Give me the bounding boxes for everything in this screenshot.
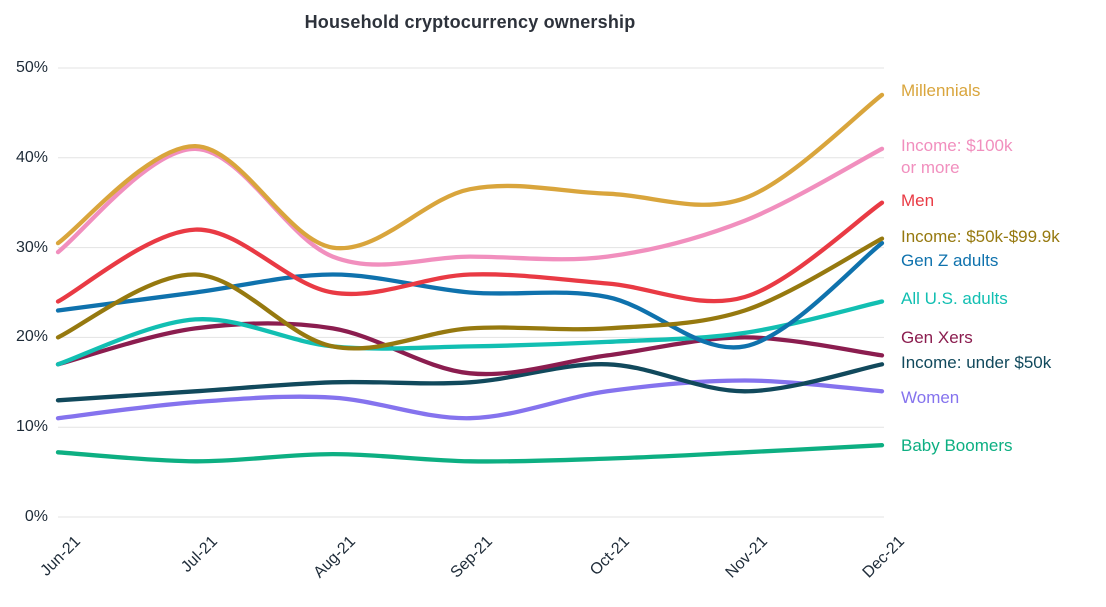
y-tick-label-0%: 0% (24, 508, 48, 525)
legend-label-gen-xers: Gen Xers (901, 327, 1101, 349)
legend-label-income-50k-99-9k: Income: $50k-$99.9k (901, 226, 1101, 248)
legend-label-income-100k-or-more: Income: $100k or more (901, 135, 1101, 179)
y-tick-label-20%: 20% (15, 328, 48, 346)
legend-label-women: Women (901, 387, 1101, 409)
series-line-men (55, 200, 885, 304)
series-line-income-under-50k (55, 362, 885, 403)
legend-label-line: Income: under $50k (901, 353, 1052, 372)
legend-label-line: Gen Xers (901, 328, 973, 347)
y-tick-label-10%: 10% (15, 418, 48, 436)
y-tick-label-40%: 40% (15, 148, 48, 166)
legend-label-line: Women (901, 388, 960, 407)
series-line-gen-z-adults (55, 240, 885, 350)
legend-label-line: or more (901, 158, 960, 177)
legend-label-gen-z-adults: Gen Z adults (901, 250, 1101, 272)
legend-label-line: Gen Z adults (901, 251, 999, 270)
legend-label-baby-boomers: Baby Boomers (901, 435, 1101, 457)
chart-title: Household cryptocurrency ownership (304, 12, 636, 32)
legend-label-line: Baby Boomers (901, 436, 1013, 455)
series-line-income-100k-or-more (55, 146, 885, 267)
legend-label-line: Income: $100k (901, 136, 1013, 155)
series-line-gen-xers (55, 321, 885, 377)
series-line-income-50k-99-9k (55, 236, 885, 351)
legend-label-income-under-50k: Income: under $50k (901, 352, 1101, 374)
y-tick-label-30%: 30% (15, 238, 48, 256)
series-line-all-us-adults (55, 299, 885, 367)
series-line-women (55, 378, 885, 421)
series-line-baby-boomers (55, 443, 885, 464)
legend-label-line: All U.S. adults (901, 289, 1008, 308)
legend-label-millennials: Millennials (901, 80, 1101, 102)
legend-label-line: Income: $50k-$99.9k (901, 227, 1060, 246)
legend-label-line: Men (901, 191, 935, 210)
y-tick-label-50%: 50% (15, 59, 48, 76)
series-line-millennials (55, 92, 885, 251)
legend-label-men: Men (901, 190, 1101, 212)
legend-label-line: Millennials (901, 81, 981, 100)
legend-label-all-us-adults: All U.S. adults (901, 288, 1101, 310)
